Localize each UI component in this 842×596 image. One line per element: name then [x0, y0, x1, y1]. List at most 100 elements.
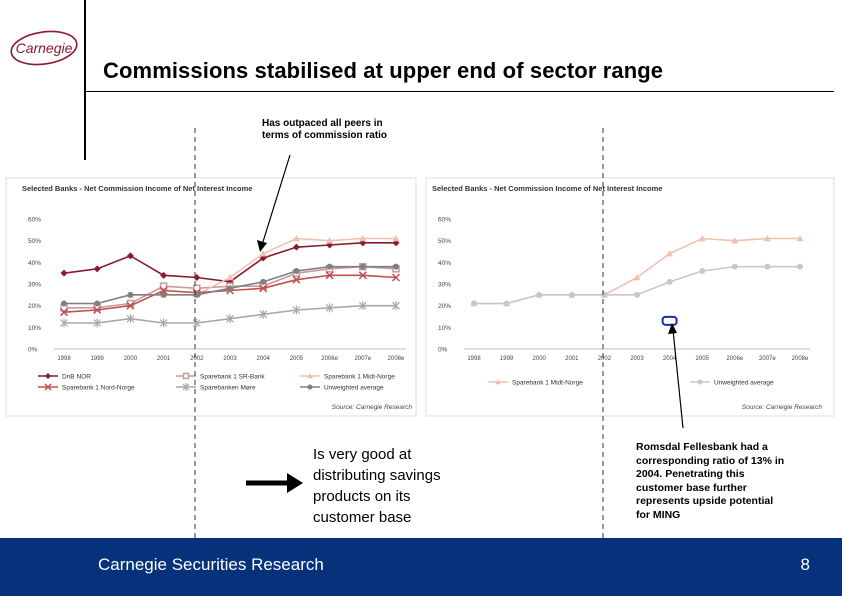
x-marker — [126, 301, 135, 310]
star-marker — [292, 305, 301, 315]
carnegie-logo: Carnegie — [10, 30, 78, 66]
triangle-marker — [226, 274, 234, 281]
legend-label: DnB NOR — [62, 374, 91, 381]
circle-marker — [471, 300, 477, 307]
circle-marker — [61, 300, 67, 307]
x-tick-label: 2004 — [663, 356, 677, 362]
x-marker — [292, 275, 301, 284]
chart-left-panel: Selected Banks - Net Commission Income o… — [5, 177, 417, 417]
triangle-marker — [633, 274, 641, 281]
triangle-marker — [392, 235, 400, 242]
x-marker — [259, 284, 268, 293]
triangle-marker — [731, 237, 739, 244]
y-tick-label: 50% — [438, 238, 451, 245]
circle-marker — [731, 263, 738, 270]
circle-marker — [568, 291, 575, 298]
diamond-marker — [126, 252, 134, 260]
triangle-marker — [307, 373, 313, 379]
star-marker — [93, 318, 102, 328]
logo-text: Carnegie — [16, 40, 73, 56]
y-tick-label: 30% — [28, 282, 41, 289]
legend-label: Sparebank 1 Midt-Norge — [324, 374, 395, 381]
triangle-marker — [796, 235, 804, 242]
x-tick-label: 2008e — [388, 356, 405, 362]
annotation-savings-line: customer base — [313, 509, 412, 526]
triangle-marker — [666, 250, 674, 257]
legend-label: Sparebank 1 Midt-Norge — [512, 380, 583, 387]
footer-bar — [0, 538, 842, 596]
x-tick-label: 2008e — [792, 356, 809, 362]
x-tick-label: 1999 — [91, 356, 105, 362]
circle-marker — [359, 263, 366, 270]
annotation-romsdal: Romsdal Fellesbank had a corresponding r… — [636, 441, 816, 522]
annotation-savings: Is very good at distributing savings pro… — [313, 444, 513, 528]
star-marker — [325, 303, 334, 313]
star-marker — [358, 301, 367, 311]
y-tick-label: 40% — [438, 260, 451, 267]
x-marker — [93, 305, 102, 315]
circle-marker — [260, 278, 267, 285]
circle-marker — [503, 300, 510, 307]
y-tick-label: 0% — [438, 347, 448, 354]
annotation-romsdal-line: Romsdal Fellesbank had a — [636, 441, 768, 453]
star-marker — [259, 309, 268, 319]
circle-marker — [764, 263, 771, 270]
circle-marker — [697, 379, 703, 385]
circle-marker — [536, 291, 543, 298]
x-tick-label: 2006e — [321, 356, 338, 362]
triangle-marker — [326, 237, 334, 244]
y-tick-label: 30% — [438, 282, 451, 289]
x-tick-label: 2001 — [565, 356, 579, 362]
circle-marker — [293, 268, 300, 274]
header-horizontal-rule — [84, 91, 834, 92]
diamond-marker — [160, 271, 168, 279]
chart-right-panel: Selected Banks - Net Commission Income o… — [425, 177, 835, 417]
x-marker — [391, 273, 401, 282]
diamond-marker — [45, 373, 51, 379]
annotation-savings-line: Is very good at — [313, 446, 412, 463]
arrow-peers-line — [261, 154, 291, 246]
annotation-romsdal-line: corresponding ratio of 13% in — [636, 454, 785, 467]
chart-frame — [425, 177, 835, 417]
x-marker — [59, 308, 69, 317]
x-tick-label: 2003 — [223, 356, 237, 362]
chart-title: Selected Banks - Net Commission Income o… — [432, 184, 662, 193]
y-tick-label: 20% — [28, 303, 41, 310]
x-tick-label: 2005 — [696, 356, 710, 362]
y-tick-label: 40% — [28, 260, 41, 267]
arrow-savings-head — [287, 473, 303, 493]
annotation-romsdal-line: represents upside potential — [636, 495, 774, 507]
x-tick-label: 2007e — [354, 356, 371, 362]
x-tick-label: 2003 — [630, 356, 644, 362]
legend-label: Unweighted average — [324, 385, 384, 392]
circle-marker — [94, 300, 101, 307]
circle-marker — [160, 291, 167, 298]
x-tick-label: 2005 — [290, 356, 304, 362]
annotation-peers-line: terms of commission ratio — [262, 130, 388, 141]
circle-marker — [634, 291, 640, 298]
diamond-marker — [60, 269, 68, 277]
x-tick-label: 2000 — [533, 356, 547, 362]
legend-label: Unweighted average — [714, 380, 774, 387]
triangle-marker — [495, 379, 501, 385]
header-vertical-rule — [84, 0, 86, 160]
chart-source: Source: Carnegie Research — [742, 404, 823, 411]
chart-source: Source: Carnegie Research — [332, 404, 413, 411]
legend-label: Sparebank 1 SR-Bank — [200, 374, 265, 381]
square-marker — [182, 372, 190, 380]
diamond-marker — [292, 243, 300, 251]
y-tick-label: 10% — [438, 325, 451, 332]
diamond-marker — [93, 265, 101, 273]
triangle-marker — [292, 235, 300, 242]
triangle-marker — [359, 235, 367, 242]
circle-marker — [601, 291, 608, 298]
x-tick-label: 2002 — [190, 356, 204, 362]
y-tick-label: 60% — [28, 217, 41, 224]
x-marker — [159, 286, 168, 295]
annotation-romsdal-line: for MING — [636, 508, 681, 521]
x-tick-label: 2001 — [157, 356, 171, 362]
triangle-marker — [698, 235, 706, 242]
x-tick-label: 1998 — [57, 356, 71, 362]
annotation-savings-line: distributing savings — [313, 467, 441, 484]
star-marker — [392, 301, 400, 311]
